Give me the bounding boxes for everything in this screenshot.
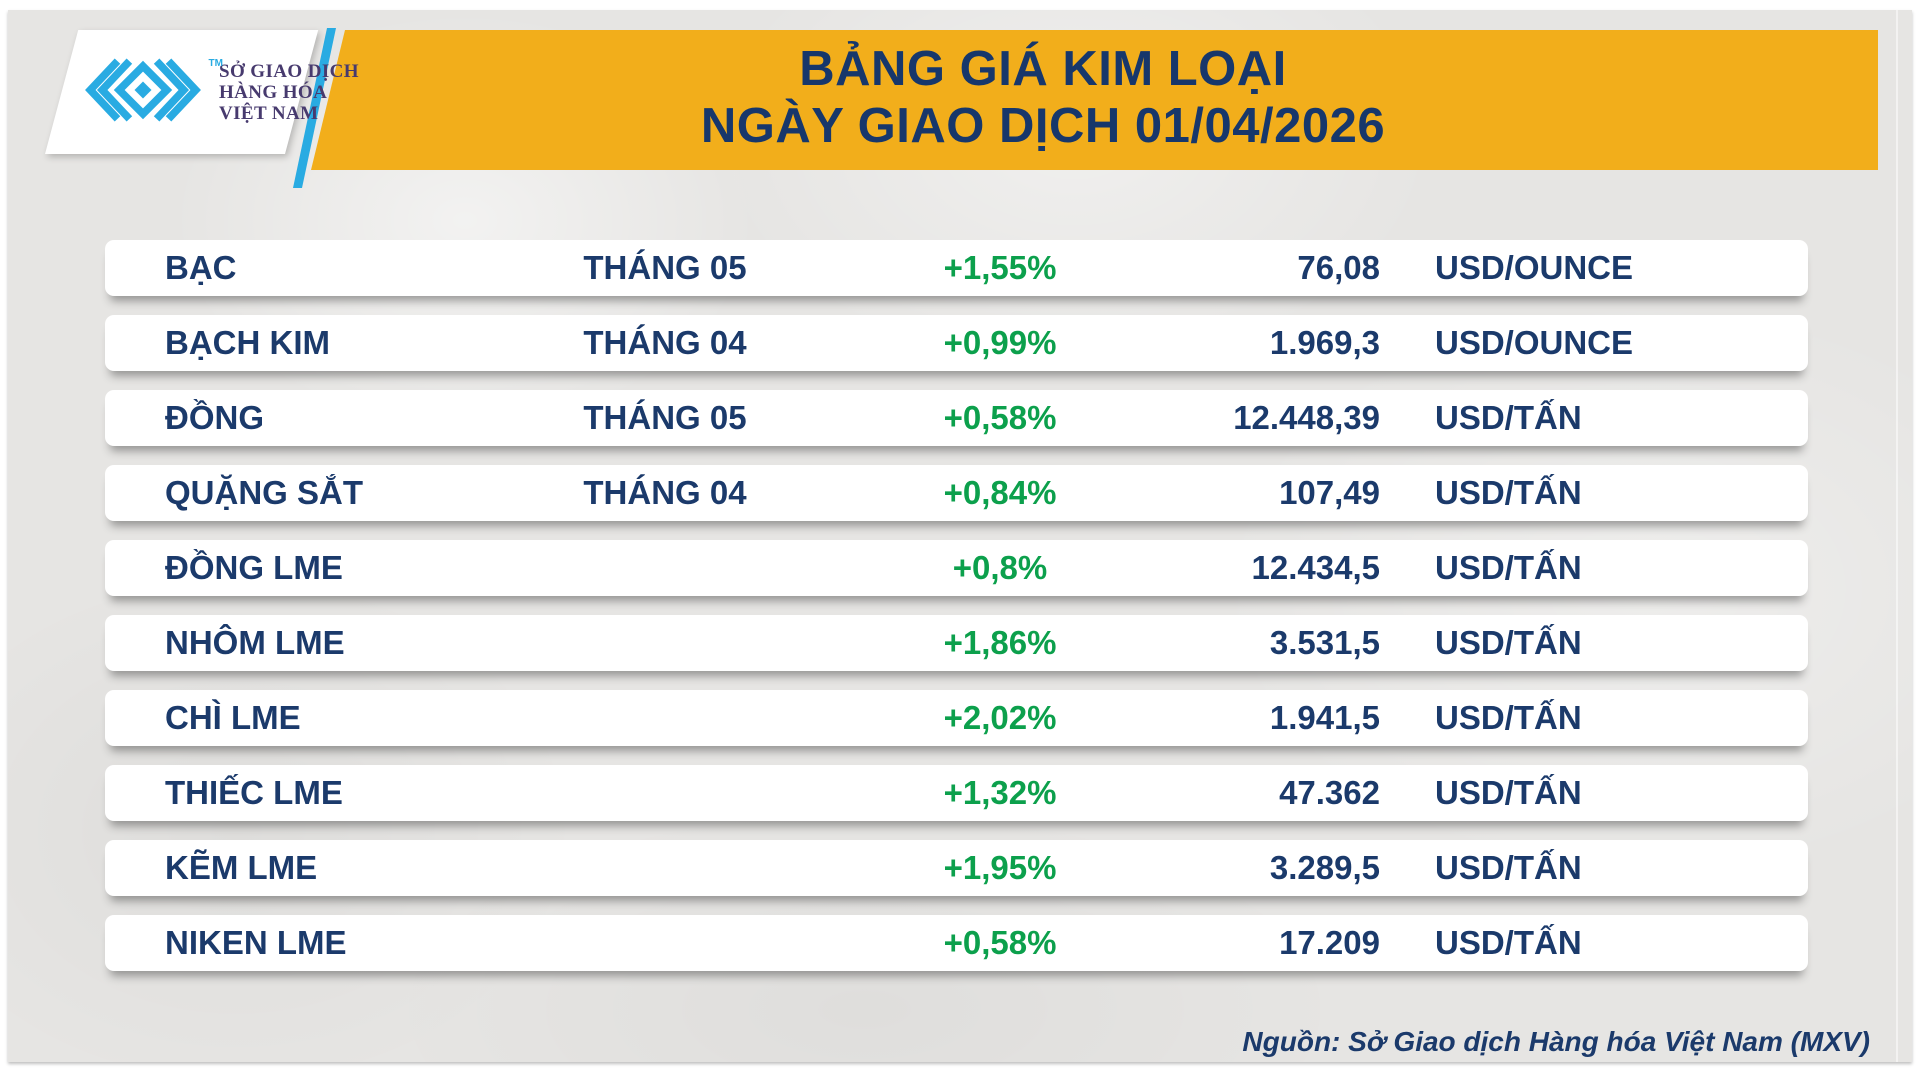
price-change: +0,84% [943,474,1057,511]
price-change: +1,55% [943,249,1057,286]
price-change: +0,8% [952,549,1048,586]
contract-month: THÁNG 05 [583,249,747,286]
logo-org-line3: VIỆT NAM [219,102,319,124]
commodity-name: NIKEN LME [165,924,347,961]
price-value: 76,08 [1297,249,1380,286]
commodity-name: ĐỒNG [165,399,264,436]
price-change: +1,32% [943,774,1057,811]
price-value: 12.434,5 [1251,549,1380,586]
table-row: THIẾC LME +1,32% 47.362 USD/TẤN [105,765,1808,821]
price-change: +1,86% [943,624,1057,661]
price-unit: USD/OUNCE [1435,249,1634,286]
commodity-name: BẠC [165,249,237,286]
price-unit: USD/TẤN [1435,399,1582,436]
title-line2: NGÀY GIAO DỊCH 01/04/2026 [700,99,1386,153]
price-value: 1.969,3 [1269,324,1380,361]
contract-month: THÁNG 05 [583,399,747,436]
price-unit: USD/TẤN [1435,474,1582,511]
price-change: +0,58% [943,924,1057,961]
table-row: NIKEN LME +0,58% 17.209 USD/TẤN [105,915,1808,971]
price-unit: USD/TẤN [1435,774,1582,811]
price-change: +2,02% [943,699,1057,736]
price-value: 17.209 [1279,924,1380,961]
mxv-logo-icon: TM [75,54,223,131]
logo-org-name: SỞ GIAO DỊCH HÀNG HÓA VIỆT NAM [219,61,359,124]
title-line1: BẢNG GIÁ KIM LOẠI [799,42,1287,96]
price-unit: USD/TẤN [1435,549,1582,586]
price-value: 3.289,5 [1269,849,1380,886]
commodity-name: BẠCH KIM [165,324,330,361]
price-change: +0,58% [943,399,1057,436]
table-row: BẠC THÁNG 05 +1,55% 76,08 USD/OUNCE [105,240,1808,296]
logo-org-line2: HÀNG HÓA [219,81,328,103]
price-value: 1.941,5 [1269,699,1380,736]
price-change: +1,95% [943,849,1057,886]
commodity-name: QUẶNG SẮT [165,474,363,511]
price-table: BẠC THÁNG 05 +1,55% 76,08 USD/OUNCE BẠCH… [105,240,1808,971]
content-panel: TM SỞ GIAO DỊCH HÀNG HÓA VIỆT NAM BẢNG G… [8,10,1912,1062]
price-unit: USD/TẤN [1435,924,1582,961]
table-row: QUẶNG SẮT THÁNG 04 +0,84% 107,49 USD/TẤN [105,465,1808,521]
price-value: 3.531,5 [1269,624,1380,661]
price-unit: USD/TẤN [1435,849,1582,886]
source-credit: Nguồn: Sở Giao dịch Hàng hóa Việt Nam (M… [1242,1026,1870,1057]
table-row: ĐỒNG LME +0,8% 12.434,5 USD/TẤN [105,540,1808,596]
table-row: BẠCH KIM THÁNG 04 +0,99% 1.969,3 USD/OUN… [105,315,1808,371]
commodity-name: KẼM LME [165,849,318,886]
logo-org-line1: SỞ GIAO DỊCH [219,60,359,82]
header-banner [311,30,1878,170]
table-row: CHÌ LME +2,02% 1.941,5 USD/TẤN [105,690,1808,746]
commodity-name: CHÌ LME [165,699,301,736]
price-value: 12.448,39 [1233,399,1380,436]
mxv-logo-box: TM SỞ GIAO DỊCH HÀNG HÓA VIỆT NAM [45,30,359,154]
price-value: 107,49 [1279,474,1380,511]
commodity-name: NHÔM LME [165,624,345,661]
trademark-label: TM [208,57,223,69]
contract-month: THÁNG 04 [583,474,747,511]
commodity-name: ĐỒNG LME [165,549,343,586]
table-row: KẼM LME +1,95% 3.289,5 USD/TẤN [105,840,1808,896]
price-unit: USD/TẤN [1435,624,1582,661]
table-row: ĐỒNG THÁNG 05 +0,58% 12.448,39 USD/TẤN [105,390,1808,446]
price-unit: USD/OUNCE [1435,324,1634,361]
price-value: 47.362 [1279,774,1380,811]
price-change: +0,99% [943,324,1057,361]
page-title: BẢNG GIÁ KIM LOẠI NGÀY GIAO DỊCH 01/04/2… [428,41,1658,155]
contract-month: THÁNG 04 [583,324,747,361]
table-row: NHÔM LME +1,86% 3.531,5 USD/TẤN [105,615,1808,671]
price-unit: USD/TẤN [1435,699,1582,736]
commodity-name: THIẾC LME [165,774,343,811]
